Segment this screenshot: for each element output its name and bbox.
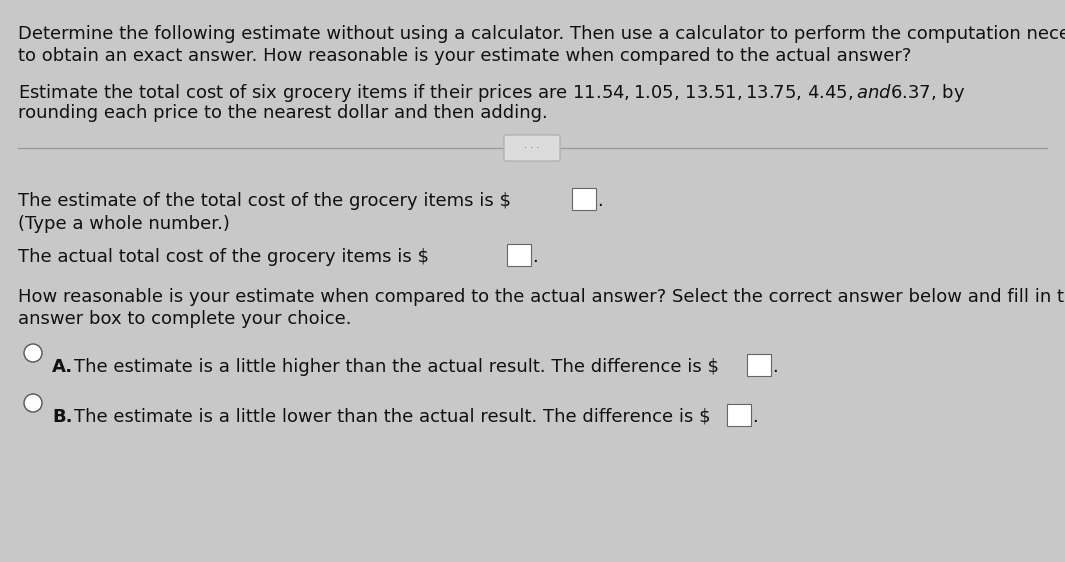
FancyBboxPatch shape [747,354,771,376]
Text: B.: B. [52,408,72,426]
Text: The actual total cost of the grocery items is $: The actual total cost of the grocery ite… [18,248,429,266]
Circle shape [24,394,42,412]
Text: rounding each price to the nearest dollar and then adding.: rounding each price to the nearest dolla… [18,104,547,122]
Text: A.: A. [52,358,73,376]
Text: to obtain an exact answer. How reasonable is your estimate when compared to the : to obtain an exact answer. How reasonabl… [18,47,912,65]
Text: .: . [532,248,538,266]
Text: .: . [597,192,603,210]
Text: The estimate is a little lower than the actual result. The difference is $: The estimate is a little lower than the … [73,408,710,426]
Text: How reasonable is your estimate when compared to the actual answer? Select the c: How reasonable is your estimate when com… [18,288,1065,306]
FancyBboxPatch shape [572,188,596,210]
FancyBboxPatch shape [727,404,751,426]
Text: Estimate the total cost of six grocery items if their prices are $11.54, $1.05, : Estimate the total cost of six grocery i… [18,82,965,104]
Text: (Type a whole number.): (Type a whole number.) [18,215,230,233]
Text: · · ·: · · · [524,143,540,153]
Text: .: . [752,408,758,426]
Text: answer box to complete your choice.: answer box to complete your choice. [18,310,351,328]
FancyBboxPatch shape [504,135,560,161]
Text: The estimate is a little higher than the actual result. The difference is $: The estimate is a little higher than the… [73,358,719,376]
Circle shape [24,344,42,362]
FancyBboxPatch shape [507,244,531,266]
Text: .: . [772,358,777,376]
Text: Determine the following estimate without using a calculator. Then use a calculat: Determine the following estimate without… [18,25,1065,43]
Text: The estimate of the total cost of the grocery items is $: The estimate of the total cost of the gr… [18,192,511,210]
